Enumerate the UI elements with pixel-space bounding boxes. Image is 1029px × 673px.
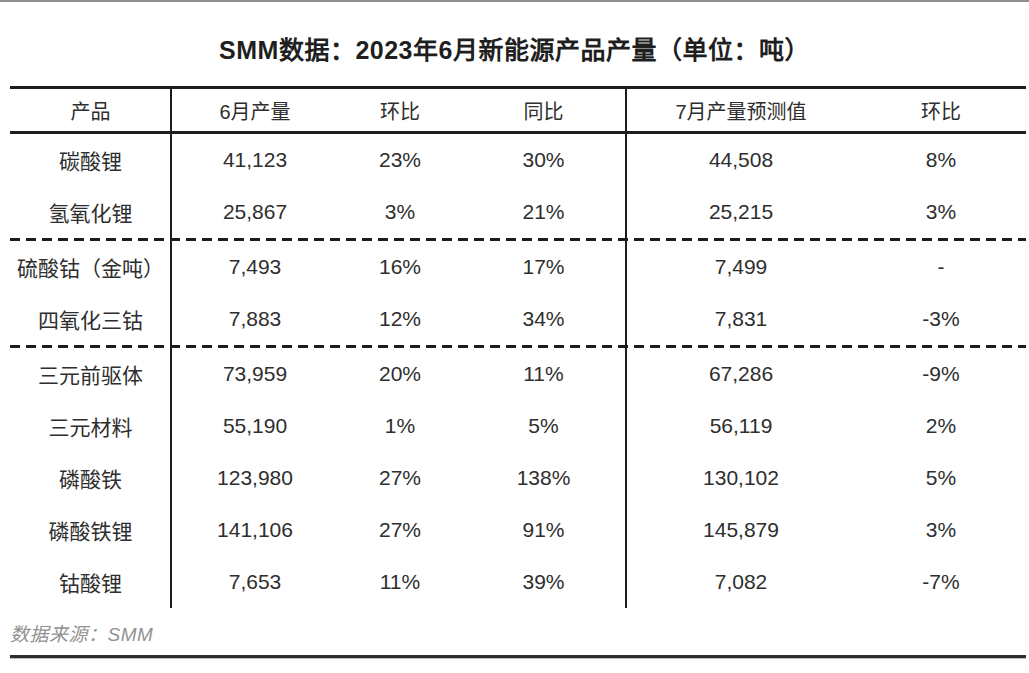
column-header-july-forecast: 7月产量预测值 bbox=[626, 96, 856, 125]
june-mom-cell: 12% bbox=[339, 307, 461, 331]
column-header-mom: 环比 bbox=[339, 96, 461, 125]
product-name-cell: 三元前驱体 bbox=[10, 359, 171, 389]
june-yoy-cell: 17% bbox=[461, 255, 626, 279]
june-mom-cell: 27% bbox=[339, 466, 461, 490]
data-source-note: 数据来源：SMM bbox=[10, 619, 1029, 646]
table-row: 三元材料 55,190 1% 5% 56,119 2% bbox=[10, 400, 1026, 452]
product-name-cell: 氢氧化锂 bbox=[10, 197, 171, 227]
june-output-cell: 141,106 bbox=[171, 518, 339, 542]
table-row: 钴酸锂 7,653 11% 39% 7,082 -7% bbox=[10, 556, 1026, 608]
july-forecast-cell: 25,215 bbox=[626, 200, 856, 224]
june-output-cell: 55,190 bbox=[171, 414, 339, 438]
june-yoy-cell: 21% bbox=[461, 200, 626, 224]
table-header-row: 产品 6月产量 环比 同比 7月产量预测值 环比 bbox=[10, 89, 1026, 134]
july-mom-cell: 5% bbox=[856, 466, 1026, 490]
june-mom-cell: 27% bbox=[339, 518, 461, 542]
product-name-cell: 三元材料 bbox=[10, 411, 171, 441]
column-header-july-mom: 环比 bbox=[856, 96, 1026, 125]
table-row: 四氧化三钴 7,883 12% 34% 7,831 -3% bbox=[10, 293, 1026, 345]
july-mom-cell: - bbox=[856, 255, 1026, 279]
product-name-cell: 钴酸锂 bbox=[10, 567, 171, 597]
june-yoy-cell: 91% bbox=[461, 518, 626, 542]
june-yoy-cell: 30% bbox=[461, 148, 626, 172]
june-output-cell: 7,883 bbox=[171, 307, 339, 331]
june-mom-cell: 23% bbox=[339, 148, 461, 172]
column-divider-line bbox=[625, 89, 627, 608]
july-forecast-cell: 67,286 bbox=[626, 362, 856, 386]
column-divider-line bbox=[170, 89, 172, 608]
july-forecast-cell: 7,831 bbox=[626, 307, 856, 331]
table-row: 磷酸铁 123,980 27% 138% 130,102 5% bbox=[10, 452, 1026, 504]
table-row: 磷酸铁锂 141,106 27% 91% 145,879 3% bbox=[10, 504, 1026, 556]
product-name-cell: 硫酸钴（金吨） bbox=[10, 252, 171, 282]
june-yoy-cell: 34% bbox=[461, 307, 626, 331]
july-mom-cell: 8% bbox=[856, 148, 1026, 172]
june-yoy-cell: 5% bbox=[461, 414, 626, 438]
table-row: 三元前驱体 73,959 20% 11% 67,286 -9% bbox=[10, 348, 1026, 400]
table-row: 碳酸锂 41,123 23% 30% 44,508 8% bbox=[10, 134, 1026, 186]
top-edge-line bbox=[0, 0, 1029, 2]
july-mom-cell: 2% bbox=[856, 414, 1026, 438]
product-name-cell: 碳酸锂 bbox=[10, 145, 171, 175]
table-body: 碳酸锂 41,123 23% 30% 44,508 8% 氢氧化锂 25,867… bbox=[10, 134, 1026, 608]
july-forecast-cell: 130,102 bbox=[626, 466, 856, 490]
july-forecast-cell: 44,508 bbox=[626, 148, 856, 172]
july-forecast-cell: 56,119 bbox=[626, 414, 856, 438]
production-table: 产品 6月产量 环比 同比 7月产量预测值 环比 碳酸锂 41,123 23% … bbox=[10, 86, 1026, 608]
june-output-cell: 7,493 bbox=[171, 255, 339, 279]
june-mom-cell: 1% bbox=[339, 414, 461, 438]
july-mom-cell: -3% bbox=[856, 307, 1026, 331]
june-output-cell: 25,867 bbox=[171, 200, 339, 224]
july-mom-cell: -7% bbox=[856, 570, 1026, 594]
june-output-cell: 73,959 bbox=[171, 362, 339, 386]
june-yoy-cell: 39% bbox=[461, 570, 626, 594]
june-yoy-cell: 11% bbox=[461, 362, 626, 386]
june-output-cell: 41,123 bbox=[171, 148, 339, 172]
product-name-cell: 磷酸铁 bbox=[10, 463, 171, 493]
june-output-cell: 123,980 bbox=[171, 466, 339, 490]
july-forecast-cell: 7,082 bbox=[626, 570, 856, 594]
july-mom-cell: 3% bbox=[856, 518, 1026, 542]
july-mom-cell: -9% bbox=[856, 362, 1026, 386]
table-title: SMM数据：2023年6月新能源产品产量（单位：吨） bbox=[0, 0, 1029, 86]
table-row: 硫酸钴（金吨） 7,493 16% 17% 7,499 - bbox=[10, 241, 1026, 293]
july-mom-cell: 3% bbox=[856, 200, 1026, 224]
july-forecast-cell: 145,879 bbox=[626, 518, 856, 542]
june-mom-cell: 20% bbox=[339, 362, 461, 386]
june-output-cell: 7,653 bbox=[171, 570, 339, 594]
product-name-cell: 四氧化三钴 bbox=[10, 304, 171, 334]
june-mom-cell: 3% bbox=[339, 200, 461, 224]
june-mom-cell: 16% bbox=[339, 255, 461, 279]
table-row: 氢氧化锂 25,867 3% 21% 25,215 3% bbox=[10, 186, 1026, 238]
bottom-rule bbox=[10, 655, 1026, 659]
june-mom-cell: 11% bbox=[339, 570, 461, 594]
column-header-yoy: 同比 bbox=[461, 96, 626, 125]
june-yoy-cell: 138% bbox=[461, 466, 626, 490]
july-forecast-cell: 7,499 bbox=[626, 255, 856, 279]
column-header-june-output: 6月产量 bbox=[171, 96, 339, 125]
product-name-cell: 磷酸铁锂 bbox=[10, 515, 171, 545]
column-header-product: 产品 bbox=[10, 96, 171, 125]
